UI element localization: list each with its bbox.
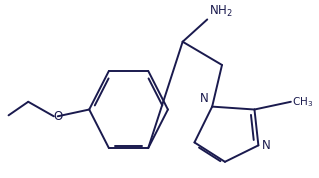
Text: NH$_2$: NH$_2$ [209,4,233,19]
Text: N: N [262,139,270,152]
Text: N: N [200,92,209,105]
Text: CH$_3$: CH$_3$ [293,95,314,109]
Text: O: O [53,110,63,123]
